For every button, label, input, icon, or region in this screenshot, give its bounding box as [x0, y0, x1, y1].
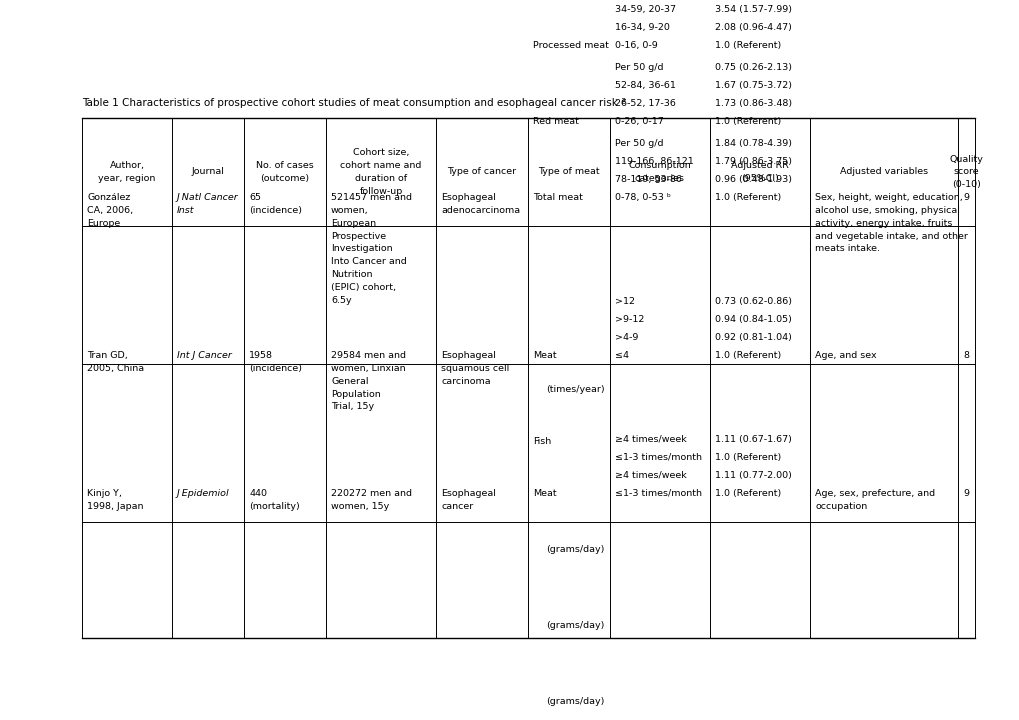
Text: Author,
year, region: Author, year, region [98, 161, 156, 183]
Text: Table 1 Characteristics of prospective cohort studies of meat consumption and es: Table 1 Characteristics of prospective c… [82, 98, 626, 108]
Text: ≤1-3 times/month: ≤1-3 times/month [614, 453, 701, 462]
Text: 29584 men and
women, Linxian
General
Population
Trial, 15y: 29584 men and women, Linxian General Pop… [331, 351, 406, 411]
Text: ≤4: ≤4 [614, 351, 629, 360]
Text: Sex, height, weight, education,
alcohol use, smoking, physical
activity, energy : Sex, height, weight, education, alcohol … [814, 193, 967, 253]
Text: 1.0 (Referent): 1.0 (Referent) [714, 489, 781, 498]
Text: Esophageal
adenocarcinoma: Esophageal adenocarcinoma [440, 193, 520, 215]
Text: 78-119, 53-86: 78-119, 53-86 [614, 175, 682, 184]
Text: 1.0 (Referent): 1.0 (Referent) [714, 351, 781, 360]
Text: 0.94 (0.84-1.05): 0.94 (0.84-1.05) [714, 315, 791, 324]
Text: 119-166, 86-121: 119-166, 86-121 [614, 157, 693, 166]
Text: Red meat: Red meat [533, 117, 579, 126]
Text: González
CA, 2006,
Europe: González CA, 2006, Europe [87, 193, 133, 228]
Text: Age, and sex: Age, and sex [814, 351, 875, 360]
Text: Total meat: Total meat [533, 193, 582, 202]
Text: ≤1-3 times/month: ≤1-3 times/month [614, 489, 701, 498]
Text: 8: 8 [962, 351, 968, 360]
Text: 0.73 (0.62-0.86): 0.73 (0.62-0.86) [714, 297, 791, 306]
Text: Fish: Fish [533, 437, 550, 446]
Text: ≥4 times/week: ≥4 times/week [614, 471, 686, 480]
Text: Esophageal
cancer: Esophageal cancer [440, 489, 495, 511]
Text: (times/year): (times/year) [546, 385, 604, 394]
Text: 1.67 (0.75-3.72): 1.67 (0.75-3.72) [714, 81, 791, 90]
Text: Per 50 g/d: Per 50 g/d [614, 63, 662, 72]
Text: >4-9: >4-9 [614, 333, 638, 342]
Text: ≥4 times/week: ≥4 times/week [614, 435, 686, 444]
Text: Adjusted RR
(95%CI): Adjusted RR (95%CI) [731, 161, 788, 183]
Text: 1.0 (Referent): 1.0 (Referent) [714, 117, 781, 126]
Text: 220272 men and
women, 15y: 220272 men and women, 15y [331, 489, 412, 511]
Text: (grams/day): (grams/day) [546, 697, 604, 706]
Text: Int J Cancer: Int J Cancer [177, 351, 231, 360]
Text: 1.0 (Referent): 1.0 (Referent) [714, 41, 781, 50]
Text: Meat: Meat [533, 351, 556, 360]
Text: 0.92 (0.81-1.04): 0.92 (0.81-1.04) [714, 333, 791, 342]
Text: 52-84, 36-61: 52-84, 36-61 [614, 81, 676, 90]
Text: 2.08 (0.96-4.47): 2.08 (0.96-4.47) [714, 23, 791, 32]
Text: Type of meat: Type of meat [538, 168, 599, 176]
Text: >9-12: >9-12 [614, 315, 644, 324]
Text: 1.79 (0.86-3.75): 1.79 (0.86-3.75) [714, 157, 791, 166]
Text: Kinjo Y,
1998, Japan: Kinjo Y, 1998, Japan [87, 489, 144, 511]
Text: >12: >12 [614, 297, 635, 306]
Text: 440
(mortality): 440 (mortality) [249, 489, 300, 511]
Text: 26-52, 17-36: 26-52, 17-36 [614, 99, 676, 108]
Text: J Natl Cancer
Inst: J Natl Cancer Inst [177, 193, 238, 215]
Text: 0-26, 0-17: 0-26, 0-17 [614, 117, 663, 126]
Text: Journal: Journal [192, 168, 224, 176]
Text: Esophageal
squamous cell
carcinoma: Esophageal squamous cell carcinoma [440, 351, 508, 386]
Text: Age, sex, prefecture, and
occupation: Age, sex, prefecture, and occupation [814, 489, 934, 511]
Text: 0-78, 0-53 ᵇ: 0-78, 0-53 ᵇ [614, 193, 671, 202]
Text: Type of cancer: Type of cancer [447, 168, 516, 176]
Text: No. of cases
(outcome): No. of cases (outcome) [256, 161, 314, 183]
Text: 3.54 (1.57-7.99): 3.54 (1.57-7.99) [714, 5, 791, 14]
Text: Tran GD,
2005, China: Tran GD, 2005, China [87, 351, 144, 373]
Text: 0-16, 0-9: 0-16, 0-9 [614, 41, 657, 50]
Text: 1.11 (0.67-1.67): 1.11 (0.67-1.67) [714, 435, 791, 444]
Text: (grams/day): (grams/day) [546, 545, 604, 554]
Text: 521457 men and
women,
European
Prospective
Investigation
Into Cancer and
Nutriti: 521457 men and women, European Prospecti… [331, 193, 412, 305]
Text: 9: 9 [962, 193, 968, 202]
Text: 9: 9 [962, 489, 968, 498]
Text: J Epidemiol: J Epidemiol [177, 489, 229, 498]
Text: (grams/day): (grams/day) [546, 621, 604, 630]
Text: Per 50 g/d: Per 50 g/d [614, 139, 662, 148]
Text: Processed meat: Processed meat [533, 41, 608, 50]
Text: Consumption
categories: Consumption categories [628, 161, 691, 183]
Text: Adjusted variables: Adjusted variables [839, 168, 927, 176]
Text: 16-34, 9-20: 16-34, 9-20 [614, 23, 669, 32]
Text: Cohort size,
cohort name and
duration of
follow-up: Cohort size, cohort name and duration of… [340, 148, 421, 196]
Text: 34-59, 20-37: 34-59, 20-37 [614, 5, 676, 14]
Text: 1.11 (0.77-2.00): 1.11 (0.77-2.00) [714, 471, 791, 480]
Text: Meat: Meat [533, 489, 556, 498]
Text: Quality
score
(0-10): Quality score (0-10) [949, 155, 982, 189]
Text: 1958
(incidence): 1958 (incidence) [249, 351, 302, 373]
Text: 1.0 (Referent): 1.0 (Referent) [714, 453, 781, 462]
Text: 0.96 (0.48-1.93): 0.96 (0.48-1.93) [714, 175, 791, 184]
Text: 1.84 (0.78-4.39): 1.84 (0.78-4.39) [714, 139, 791, 148]
Text: 1.73 (0.86-3.48): 1.73 (0.86-3.48) [714, 99, 792, 108]
Text: 0.75 (0.26-2.13): 0.75 (0.26-2.13) [714, 63, 791, 72]
Text: 65
(incidence): 65 (incidence) [249, 193, 302, 215]
Text: 1.0 (Referent): 1.0 (Referent) [714, 193, 781, 202]
